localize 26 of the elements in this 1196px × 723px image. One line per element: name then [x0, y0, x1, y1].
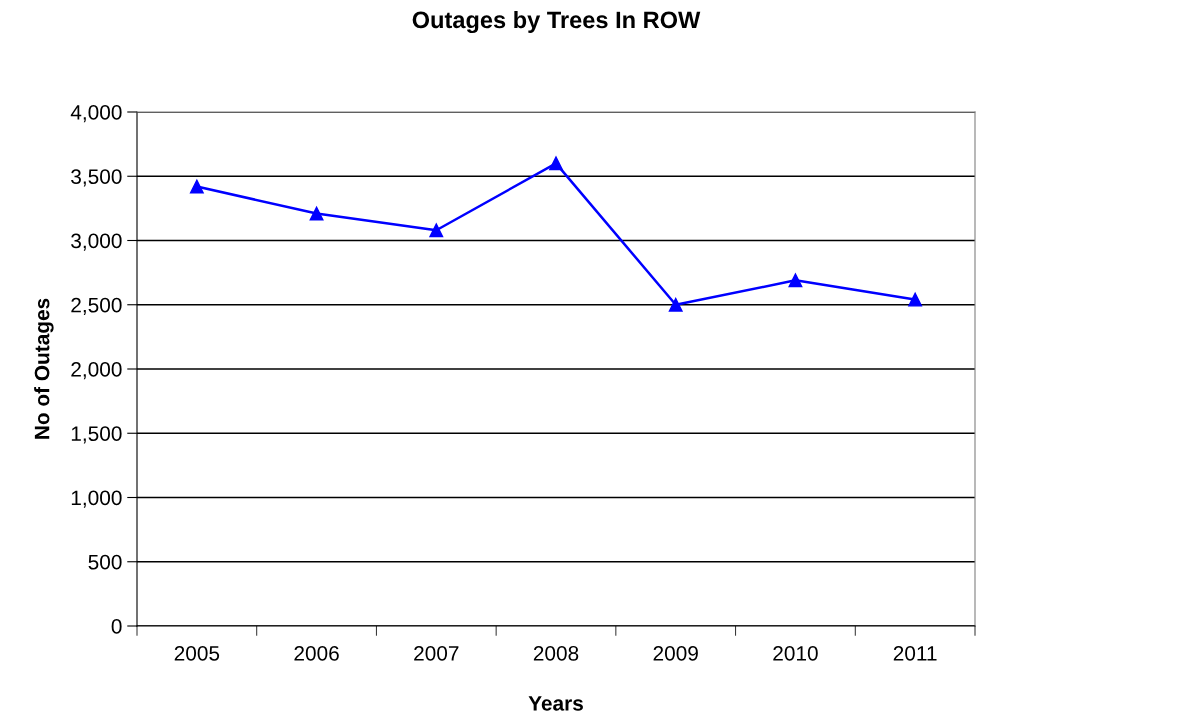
y-tick-label: 3,500: [71, 169, 122, 187]
x-tick-label: 2008: [533, 645, 579, 661]
x-tick-label: 2007: [414, 645, 459, 661]
y-tick-label: 1,500: [71, 426, 122, 444]
x-tick-label: 2005: [174, 645, 220, 661]
y-tick-label: 500: [88, 554, 122, 570]
y-tick-label: 2,000: [71, 362, 122, 380]
point: [429, 223, 444, 238]
chart-title: Outages by Trees In ROW: [412, 10, 701, 34]
point: [549, 156, 563, 171]
x-tick-label: 2006: [294, 645, 339, 661]
y-tick-label: 0: [111, 619, 122, 634]
x-axis-title: Years: [528, 696, 583, 711]
point: [309, 206, 324, 221]
x-tick-label: 2010: [773, 645, 818, 661]
point: [908, 292, 923, 307]
y-tick-label: 2,500: [71, 297, 122, 315]
point: [668, 297, 683, 312]
point: [189, 179, 204, 194]
y-tick-label: 1,000: [71, 490, 122, 508]
y-tick-label: 3,000: [71, 233, 122, 251]
y-tick-label: 4,000: [70, 105, 122, 123]
y-axis-title: No of Outages: [34, 298, 54, 439]
x-tick-label: 2011: [893, 645, 937, 661]
point: [788, 273, 803, 288]
x-tick-label: 2009: [653, 645, 698, 661]
